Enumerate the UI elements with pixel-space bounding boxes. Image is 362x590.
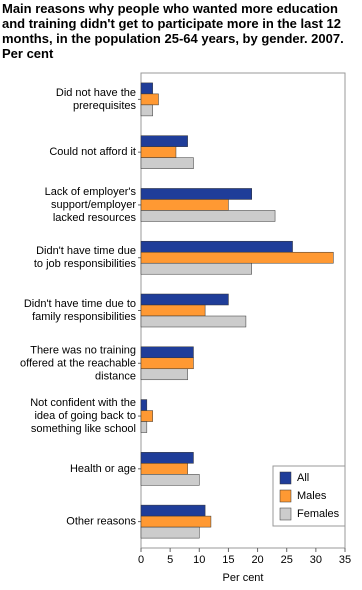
bar (140, 93, 159, 106)
y-tick-label: Not confident with the idea of going back… (30, 397, 136, 435)
bar (140, 421, 148, 433)
y-tick-label: Didn't have time due to job responsibilit… (34, 245, 137, 270)
y-tick-label: Lack of employer's support/employer lacked… (45, 186, 137, 224)
bar (140, 452, 194, 464)
legend-swatch (279, 489, 292, 503)
legend-swatch (279, 471, 292, 485)
x-axis-label: Per cent (223, 572, 264, 584)
bar (140, 135, 188, 147)
bar (140, 463, 188, 475)
x-tick-label: 25 (281, 554, 293, 566)
y-tick-label: Other reasons (66, 516, 136, 528)
bar (140, 346, 194, 359)
y-tick-label: Didn't have time due to family responsibi… (24, 298, 137, 323)
bar (140, 262, 252, 275)
y-tick-label: There was no training offered at the reac… (20, 344, 136, 382)
x-tick-label: 20 (251, 554, 263, 566)
y-tick-label: Could not afford it (49, 146, 136, 158)
x-tick-label: 15 (222, 554, 234, 566)
bar (140, 82, 153, 95)
bar (140, 157, 194, 169)
bar (140, 210, 276, 222)
bar (140, 240, 293, 253)
bar (140, 526, 200, 539)
bar (140, 399, 148, 411)
x-tick-label: 0 (138, 554, 144, 566)
legend-swatch (279, 507, 292, 521)
bar (140, 146, 177, 158)
bar (140, 368, 188, 381)
bar (140, 188, 252, 200)
bar (140, 251, 334, 264)
x-tick-label: 35 (339, 554, 351, 566)
legend-label: All (297, 472, 309, 484)
bar (140, 293, 229, 306)
bar (140, 504, 206, 517)
bar (140, 357, 194, 370)
bar (140, 315, 247, 328)
y-tick-label: Did not have the prerequisites (56, 87, 137, 112)
bar (140, 515, 212, 528)
y-tick-label: Health or age (70, 463, 136, 475)
chart-title: Main reasons why people who wanted more … (2, 1, 344, 61)
bar (140, 104, 153, 117)
bar (140, 199, 229, 211)
x-tick-label: 5 (167, 554, 173, 566)
legend-label: Females (297, 508, 340, 520)
bar (140, 474, 200, 486)
bar (140, 304, 206, 317)
x-tick-label: 10 (193, 554, 205, 566)
x-tick-label: 30 (310, 554, 322, 566)
legend-label: Males (297, 490, 327, 502)
bar (140, 410, 153, 422)
